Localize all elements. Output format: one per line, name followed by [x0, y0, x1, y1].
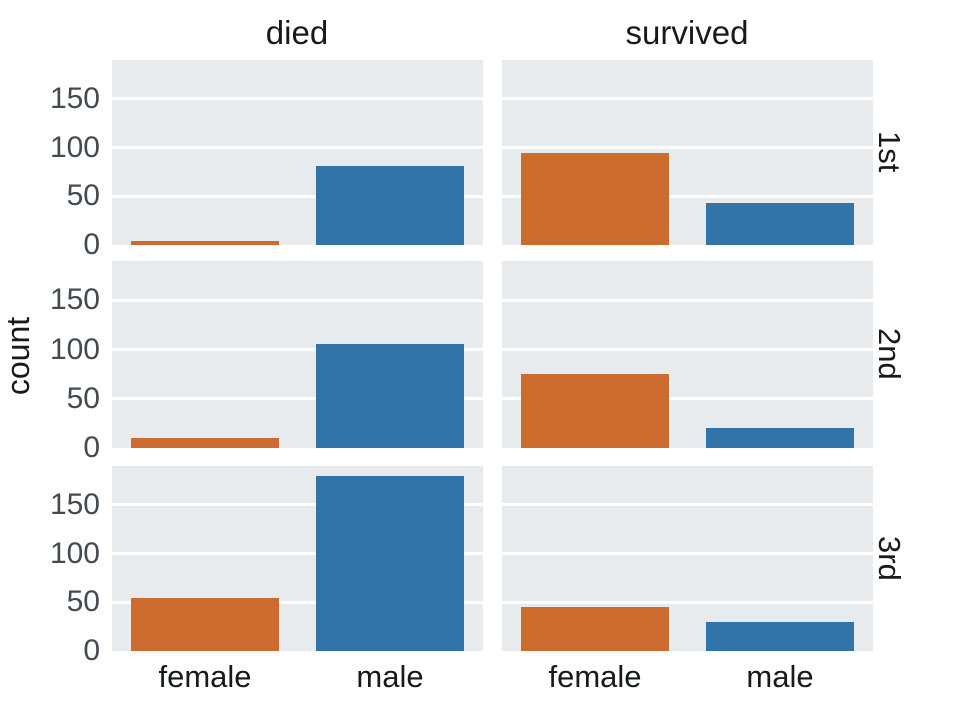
bar-male — [316, 343, 465, 448]
gridline-150 — [112, 298, 483, 302]
y-tick-label-3rd-150: 150 — [49, 487, 100, 521]
facet-panel-survived-3rd — [502, 466, 873, 651]
gridline-100 — [112, 146, 483, 150]
bar-male — [706, 203, 855, 245]
gridline-150 — [502, 97, 873, 101]
gridline-50 — [112, 600, 483, 604]
x-tick-label-male-right: male — [746, 659, 814, 694]
row-label-1st: 1st — [872, 131, 907, 173]
facet-panel-survived-2nd — [502, 261, 873, 448]
x-tick-label-female-left: female — [158, 659, 252, 694]
bar-male — [316, 166, 465, 245]
gridline-150 — [502, 298, 873, 302]
y-tick-label-3rd-50: 50 — [66, 585, 100, 619]
gridline-50 — [502, 600, 873, 604]
bar-male — [706, 428, 855, 448]
gridline-100 — [502, 348, 873, 352]
bar-female — [130, 241, 279, 245]
gridline-150 — [112, 503, 483, 507]
y-tick-label-2nd-150: 150 — [49, 283, 100, 317]
gridline-50 — [502, 397, 873, 401]
y-tick-label-1st-100: 100 — [49, 130, 100, 164]
gridline-100 — [502, 552, 873, 556]
gridline-100 — [502, 146, 873, 150]
gridline-150 — [112, 97, 483, 101]
bar-female — [520, 607, 669, 651]
bar-male — [316, 475, 465, 651]
gridline-50 — [112, 397, 483, 401]
gridline-150 — [502, 503, 873, 507]
y-tick-label-1st-50: 50 — [66, 179, 100, 213]
facet-panel-survived-1st — [502, 60, 873, 245]
x-tick-label-male-left: male — [356, 659, 424, 694]
facet-panel-died-3rd — [112, 466, 483, 651]
y-tick-label-2nd-100: 100 — [49, 332, 100, 366]
bar-female — [130, 438, 279, 448]
x-tick-label-female-right: female — [548, 659, 642, 694]
column-title-survived: survived — [625, 14, 749, 51]
y-tick-label-3rd-0: 0 — [83, 634, 100, 667]
y-tick-label-1st-150: 150 — [49, 81, 100, 115]
row-label-3rd: 3rd — [872, 535, 907, 581]
column-title-died: died — [265, 14, 329, 51]
gridline-100 — [112, 348, 483, 352]
y-tick-label-2nd-50: 50 — [66, 381, 100, 415]
facet-panel-died-2nd — [112, 261, 483, 448]
gridline-100 — [112, 552, 483, 556]
gridline-50 — [112, 194, 483, 198]
row-label-2nd: 2nd — [872, 328, 907, 380]
y-tick-label-3rd-100: 100 — [49, 536, 100, 570]
facet-panel-died-1st — [112, 60, 483, 245]
y-tick-label-2nd-0: 0 — [83, 431, 100, 464]
bar-male — [706, 621, 855, 651]
bar-female — [520, 152, 669, 245]
gridline-50 — [502, 194, 873, 198]
y-tick-label-1st-0: 0 — [83, 228, 100, 261]
bar-female — [520, 374, 669, 448]
bar-female — [130, 598, 279, 651]
